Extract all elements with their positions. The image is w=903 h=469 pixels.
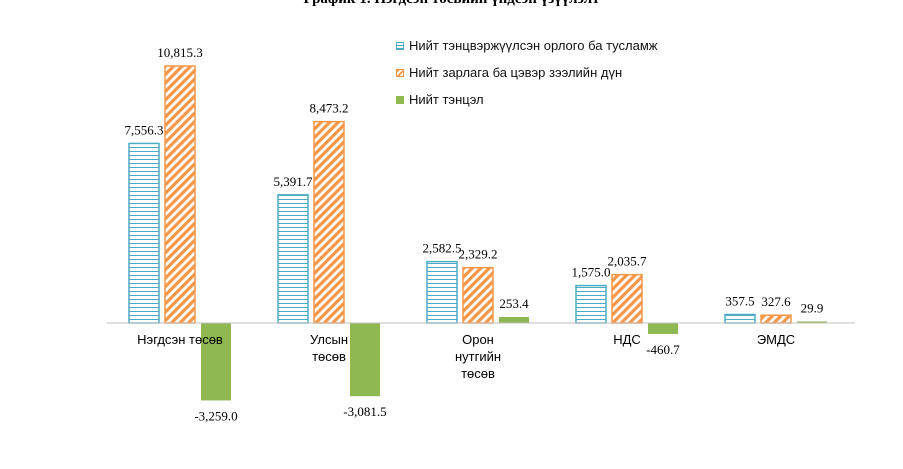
legend-label-balance: Нийт тэнцэл [409, 92, 484, 107]
bar-balance-0 [201, 323, 231, 401]
legend-item-balance: Нийт тэнцэл [396, 86, 657, 113]
data-label-expense-0: 10,815.3 [157, 45, 203, 60]
data-label-balance-0: -3,259.0 [194, 408, 237, 423]
category-label-1-1: төсөв [312, 349, 346, 364]
data-label-balance-2: 253.4 [499, 296, 529, 311]
bar-income-0 [128, 142, 160, 324]
legend-swatch-expense [396, 68, 404, 77]
legend-label-expense: Нийт зарлага ба цэвэр зээлийн дүн [409, 65, 623, 80]
data-label-income-3: 1,575.0 [572, 265, 611, 280]
bar-expense-0 [164, 65, 196, 324]
bar-expense-4 [760, 314, 792, 324]
data-label-income-2: 2,582.5 [423, 241, 462, 256]
data-label-expense-2: 2,329.2 [459, 247, 498, 262]
data-label-expense-3: 2,035.7 [608, 254, 648, 269]
category-labels-group: Нэгдсэн төсөв Улсын төсөв Орон нутгийн төсөв Н… [137, 332, 795, 381]
data-label-income-4: 357.5 [725, 294, 754, 309]
value-labels-group: 7,556.3 10,815.3 -3,259.0 5,391.7 8,473.2 -3,… [125, 45, 824, 423]
bar-income-4 [724, 313, 756, 324]
legend-label-income: Нийт тэнцвэржүүлсэн орлого ба тусламж [409, 38, 658, 53]
category-label-2-2: төсөв [461, 366, 495, 381]
category-label-3-0: НДС [613, 332, 641, 347]
legend: Нийт тэнцвэржүүлсэн орлого ба тусламж Ни… [396, 32, 657, 113]
bar-balance-3 [648, 323, 678, 334]
bars-group [128, 65, 827, 401]
category-label-4-0: ЭМДС [757, 332, 795, 347]
category-label-0-0: Нэгдсэн төсөв [137, 332, 223, 347]
bar-income-2 [426, 260, 458, 324]
legend-item-income: Нийт тэнцвэржүүлсэн орлого ба тусламж [396, 32, 657, 59]
legend-swatch-balance [396, 95, 404, 104]
data-label-balance-1: -3,081.5 [343, 404, 386, 419]
bar-expense-1 [313, 120, 345, 324]
legend-item-expense: Нийт зарлага ба цэвэр зээлийн дүн [396, 59, 657, 86]
category-label-2-1: нутгийн [455, 349, 501, 364]
legend-swatch-income [396, 41, 404, 50]
bar-expense-2 [462, 266, 494, 324]
data-label-balance-3: -460.7 [646, 342, 680, 357]
bar-income-1 [277, 194, 309, 324]
data-label-expense-4: 327.6 [761, 294, 791, 309]
bar-balance-1 [350, 323, 380, 397]
chart-title: График 1. Нэгдсэн төсвийн үндсэн үзүүлэл… [0, 0, 903, 8]
category-label-1-0: Улсын [310, 332, 348, 347]
bar-income-3 [575, 284, 607, 324]
bar-expense-3 [611, 273, 643, 324]
data-label-income-1: 5,391.7 [274, 174, 314, 189]
data-label-balance-4: 29.9 [801, 301, 824, 316]
bar-balance-4 [797, 321, 827, 323]
data-label-income-0: 7,556.3 [125, 122, 164, 137]
bar-balance-2 [499, 316, 529, 323]
category-label-2-0: Орон [462, 332, 494, 347]
data-label-expense-1: 8,473.2 [310, 101, 349, 116]
